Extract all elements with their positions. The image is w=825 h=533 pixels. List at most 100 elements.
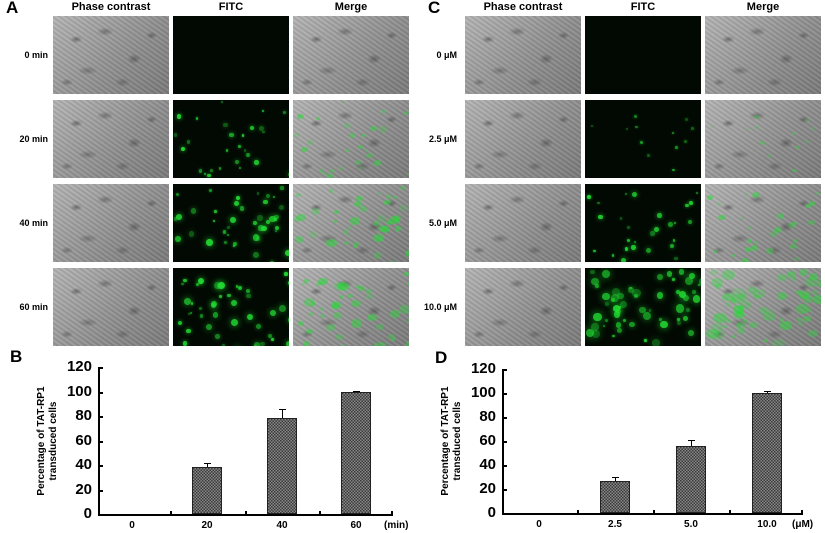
fluorescent-cell	[686, 307, 690, 312]
fluorescent-cell-overlay	[811, 127, 816, 131]
fluorescent-cell	[221, 344, 225, 346]
fluorescent-cell	[659, 318, 662, 322]
fluorescent-cell	[246, 313, 253, 321]
row-label: 0 min	[24, 50, 48, 60]
fluorescent-cell	[678, 269, 685, 275]
fluorescent-cell-overlay	[805, 203, 812, 209]
x-axis-line	[502, 513, 803, 515]
fluorescent-cell	[624, 192, 628, 196]
fluorescent-cell-overlay	[318, 169, 325, 174]
fluorescent-cell-overlay	[366, 313, 377, 322]
phase-contrast-image	[53, 184, 169, 262]
fluorescent-cell	[656, 292, 664, 299]
x-tick-label: 10.0	[757, 519, 777, 530]
x-tick-label: 60	[350, 520, 362, 531]
x-tick-label: 40	[276, 520, 288, 531]
fitc-fluorescence-image	[585, 100, 701, 178]
fluorescent-cell-overlay	[797, 318, 802, 322]
x-tick-mark	[391, 511, 393, 515]
fluorescent-cell-overlay	[355, 285, 360, 289]
fluorescent-cell	[218, 167, 222, 170]
fluorescent-cell	[640, 141, 644, 145]
fluorescent-cell-overlay	[754, 114, 760, 119]
fluorescent-cell	[593, 250, 596, 253]
fluorescent-cell	[598, 214, 604, 220]
bar-20	[192, 467, 222, 514]
fluorescent-cell-overlay	[338, 295, 344, 299]
fluorescent-cell-overlay	[752, 288, 766, 299]
fluorescent-cell-overlay	[385, 219, 394, 226]
fluorescent-cell	[182, 340, 188, 346]
fluorescent-cell	[269, 215, 276, 223]
fluorescent-cell-overlay	[325, 323, 336, 331]
bar-5.0	[676, 445, 706, 513]
fluorescent-cell-overlay	[306, 140, 313, 145]
fluorescent-cell-overlay	[766, 248, 775, 255]
x-axis-line	[98, 514, 393, 516]
fluorescent-cell-overlay	[295, 192, 301, 197]
y-tick-mark	[502, 489, 507, 491]
fluorescent-cell-overlay	[772, 338, 785, 346]
fluorescent-cell	[198, 306, 203, 311]
fluorescent-cell	[218, 295, 222, 299]
x-tick-label: 5.0	[684, 519, 698, 530]
fluorescent-cell	[691, 290, 696, 295]
fluorescent-cell	[597, 202, 600, 205]
fluorescent-cell	[283, 110, 287, 115]
fluorescent-cell-overlay	[724, 318, 731, 324]
fluorescent-cell-overlay	[742, 318, 749, 323]
fluorescent-cell-overlay	[309, 311, 314, 315]
fitc-fluorescence-image	[585, 16, 701, 94]
x-tick-label: 2.5	[608, 519, 622, 530]
x-tick-mark	[244, 511, 247, 515]
x-axis-unit-label: (μM)	[792, 519, 814, 530]
y-tick-label: 100	[470, 384, 496, 401]
merge-image	[293, 16, 409, 94]
fluorescent-cell-overlay	[711, 330, 725, 341]
fluorescent-cell	[229, 133, 234, 138]
fluorescent-cell-overlay	[751, 245, 759, 252]
x-tick-mark	[577, 510, 579, 514]
fluorescent-cell-overlay	[811, 290, 819, 296]
fluorescent-cell-overlay	[296, 214, 306, 221]
fluorescent-cell	[203, 172, 206, 175]
fluorescent-cell-overlay	[735, 309, 745, 316]
fluorescent-cell-overlay	[326, 239, 337, 247]
column-header-fitc: FITC	[630, 1, 656, 13]
fluorescent-cell-overlay	[754, 294, 761, 300]
fluorescent-cell	[585, 328, 594, 337]
fluorescent-cell-overlay	[818, 278, 821, 288]
fluorescent-cell-overlay	[346, 233, 350, 237]
fluorescent-cell-overlay	[779, 318, 784, 322]
fluorescent-cell-overlay	[377, 215, 386, 222]
fluorescent-cell-overlay	[343, 240, 350, 245]
error-bar-cap	[612, 477, 619, 478]
fluorescent-cell-overlay	[310, 302, 315, 306]
fluorescent-cell	[688, 219, 693, 224]
fluorescent-cell-overlay	[334, 282, 345, 291]
merge-image	[705, 100, 821, 178]
fluorescent-cell	[252, 251, 259, 258]
fluorescent-cell	[695, 192, 698, 195]
merge-image	[705, 16, 821, 94]
row-label: 60 min	[19, 302, 48, 312]
fluorescent-cell	[615, 309, 622, 315]
fluorescent-cell-overlay	[347, 226, 352, 230]
fluorescent-cell	[208, 189, 212, 193]
fluorescent-cell	[234, 160, 239, 165]
fluorescent-cell-overlay	[326, 173, 333, 178]
fluorescent-cell-overlay	[753, 240, 758, 244]
fluorescent-cell-overlay	[390, 337, 396, 342]
fluorescent-cell	[239, 206, 245, 211]
fluorescent-cell-overlay	[318, 281, 324, 285]
y-tick-mark	[502, 465, 507, 467]
fluorescent-cell	[667, 221, 673, 227]
fluorescent-cell	[232, 241, 237, 246]
fluorescent-cell	[671, 278, 675, 281]
fluorescent-cell-overlay	[732, 287, 746, 298]
fluorescent-cell	[615, 322, 622, 328]
fluorescent-cell-overlay	[744, 192, 749, 196]
fluorescent-cell-overlay	[404, 272, 409, 277]
fluorescent-cell	[231, 319, 239, 327]
fluorescent-cell-overlay	[710, 269, 718, 276]
